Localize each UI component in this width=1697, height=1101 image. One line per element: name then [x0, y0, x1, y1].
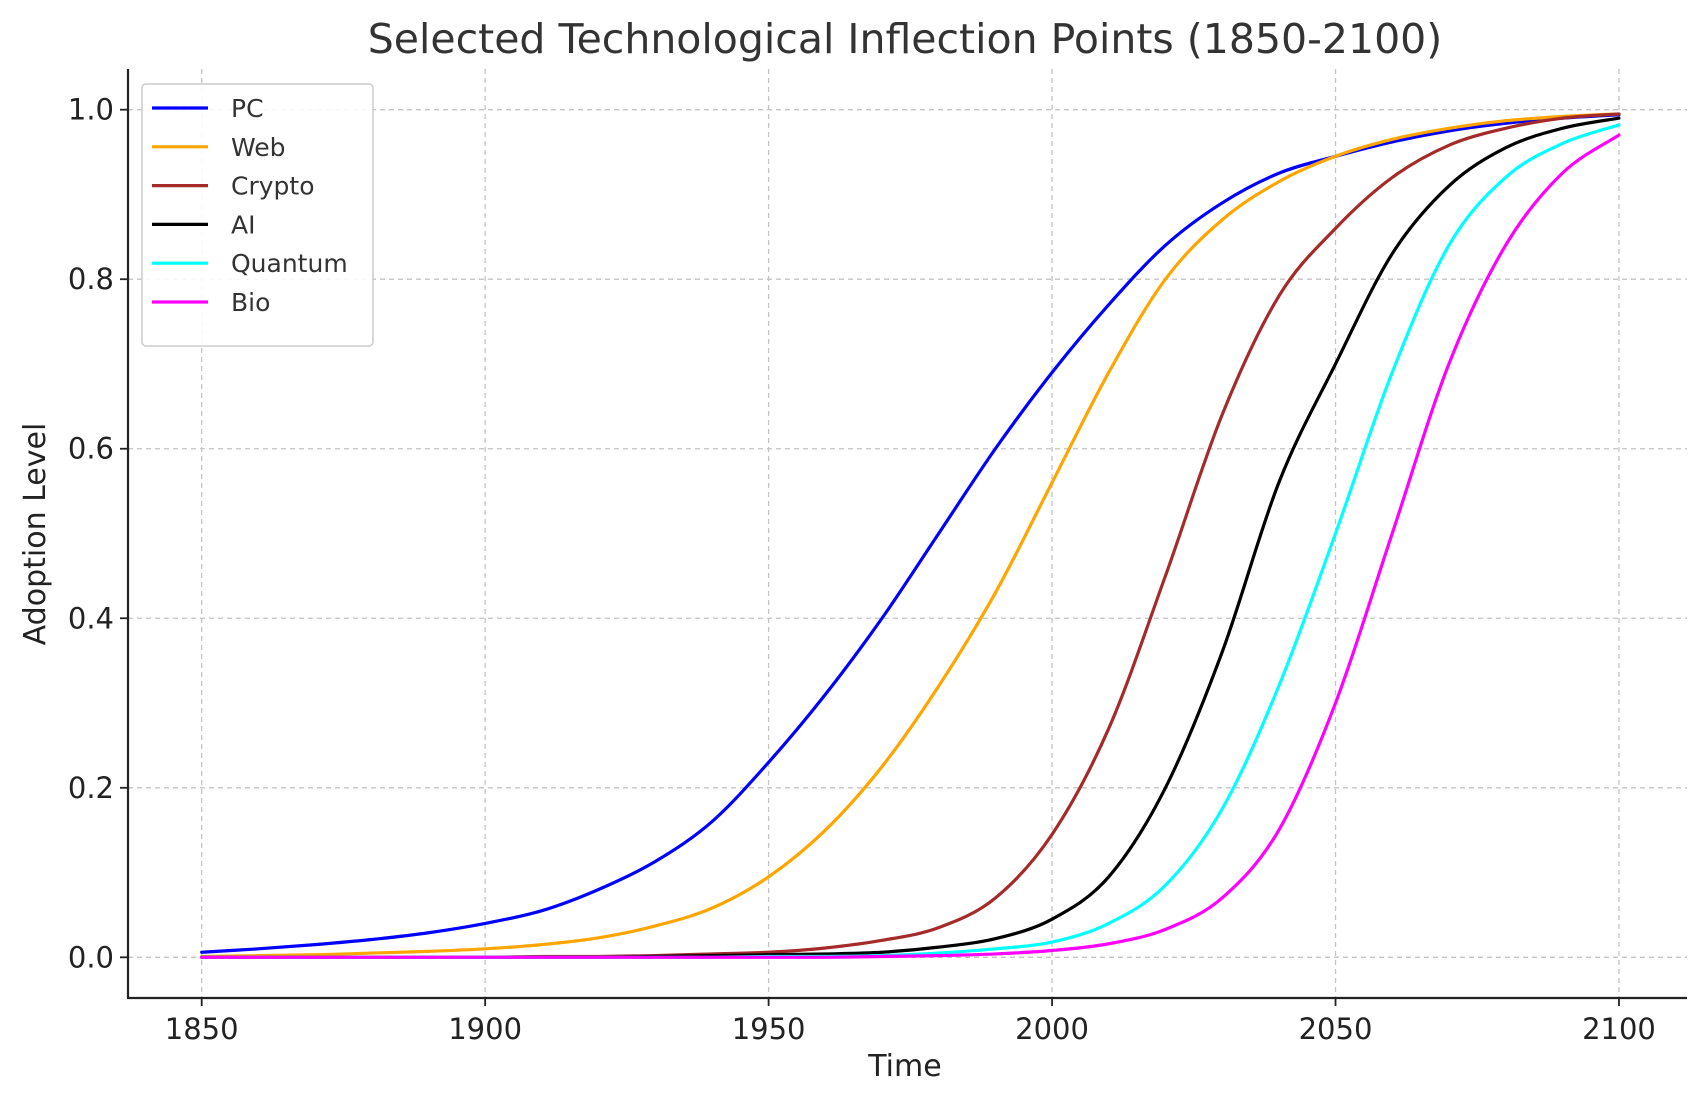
y-tick-label: 0.0: [68, 940, 114, 974]
legend-label-web: Web: [231, 133, 286, 162]
series-line-quantum: [200, 123, 1621, 959]
chart-title: Selected Technological Inflection Points…: [368, 15, 1443, 63]
axes: [126, 69, 1687, 1000]
y-tick-label: 1.0: [68, 93, 114, 127]
series-line-pc: [200, 113, 1621, 954]
legend: PC Web Crypto AI Quantum Bio: [141, 83, 374, 347]
legend-label-pc: PC: [231, 94, 264, 123]
grid: [128, 69, 1687, 998]
legend-label-bio: Bio: [231, 288, 270, 317]
x-tick-label: 1850: [165, 1012, 239, 1046]
series-line-crypto: [200, 112, 1621, 959]
x-tick-label: 2050: [1299, 1012, 1373, 1046]
tick-labels: 1850 1900 1950 2000 2050 2100 0.0 0.2 0.4 0.6 0.8 1…: [68, 93, 1656, 1046]
series-lines: [200, 112, 1621, 959]
y-tick-label: 0.2: [68, 771, 114, 805]
series-line-web: [200, 112, 1621, 959]
legend-label-ai: AI: [231, 210, 255, 239]
legend-label-quantum: Quantum: [231, 249, 348, 278]
x-tick-label: 1900: [448, 1012, 522, 1046]
x-axis-label: Time: [867, 1049, 941, 1084]
y-tick-label: 0.8: [68, 262, 114, 296]
legend-label-crypto: Crypto: [231, 172, 315, 201]
x-tick-label: 2100: [1582, 1012, 1656, 1046]
y-tick-label: 0.6: [68, 432, 114, 466]
series-line-ai: [200, 116, 1621, 959]
x-tick-label: 1950: [732, 1012, 806, 1046]
y-axis-label: Adoption Level: [18, 423, 53, 646]
legend-box: [141, 83, 374, 347]
y-tick-label: 0.4: [68, 601, 114, 635]
x-tick-label: 2000: [1015, 1012, 1089, 1046]
series-line-bio: [200, 133, 1621, 959]
